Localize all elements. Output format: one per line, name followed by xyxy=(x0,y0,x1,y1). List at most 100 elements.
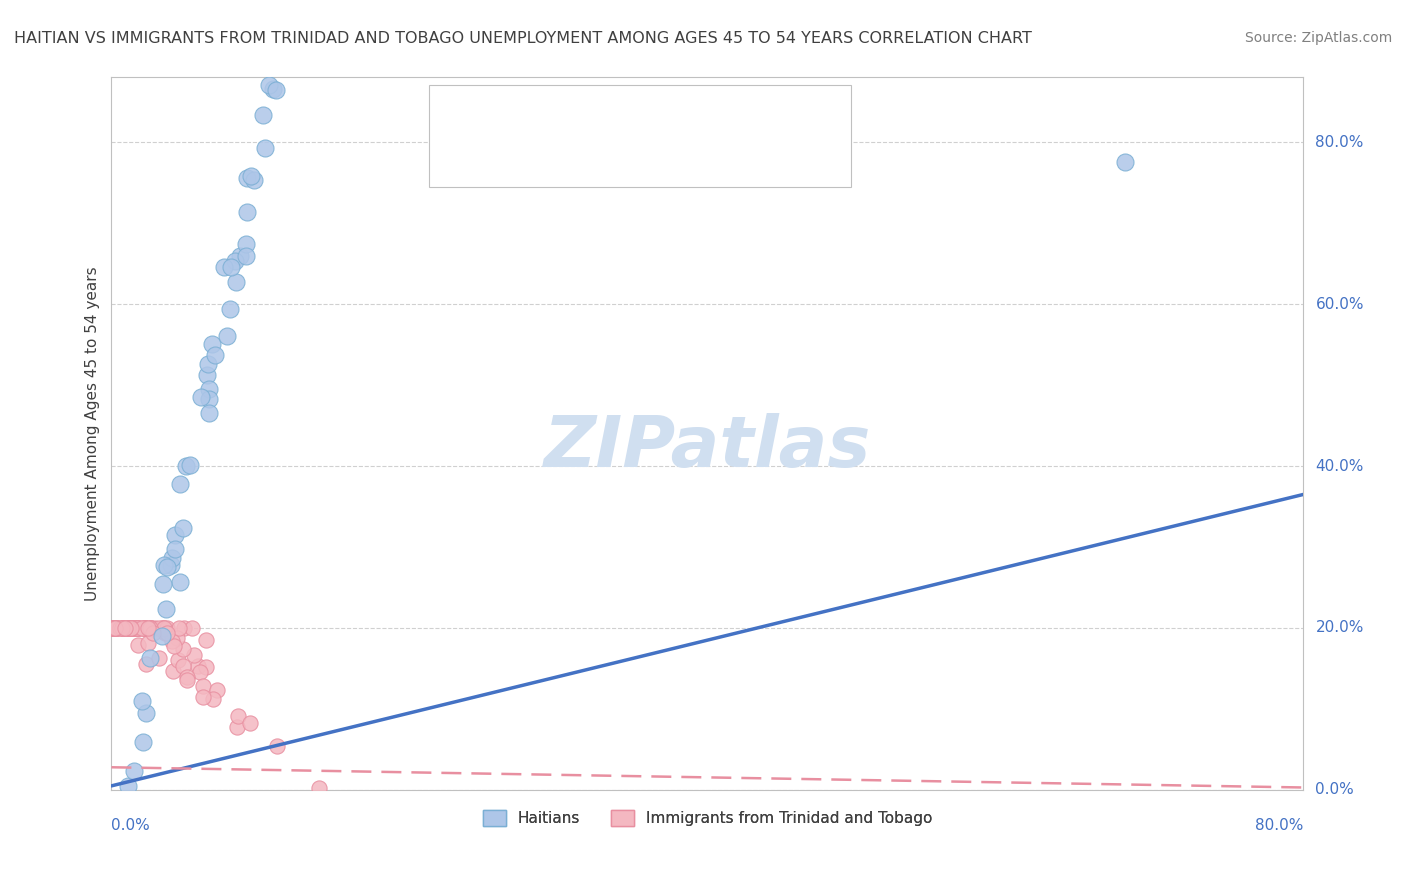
Point xyxy=(127,621,149,635)
Point xyxy=(101,621,124,635)
Point xyxy=(121,621,143,635)
Point xyxy=(152,621,174,635)
Point xyxy=(120,621,142,635)
Point xyxy=(134,621,156,635)
Point xyxy=(132,621,155,635)
Point xyxy=(225,275,247,289)
Point xyxy=(183,648,205,662)
Point xyxy=(111,621,134,635)
Point xyxy=(160,634,183,648)
Text: 40.0%: 40.0% xyxy=(1316,458,1364,474)
Point xyxy=(174,458,197,473)
Point xyxy=(132,735,155,749)
Point xyxy=(201,692,224,706)
Point xyxy=(173,621,195,635)
Point xyxy=(1114,155,1136,169)
Point xyxy=(197,357,219,371)
Point xyxy=(143,621,166,635)
Point xyxy=(122,621,145,635)
Point xyxy=(207,682,229,697)
Point xyxy=(235,249,257,263)
Point xyxy=(108,621,131,635)
Point xyxy=(129,621,152,635)
Point xyxy=(128,621,150,635)
Point xyxy=(235,236,257,251)
Point xyxy=(114,621,136,635)
Point xyxy=(262,81,284,95)
Point xyxy=(131,694,153,708)
Point xyxy=(135,706,157,720)
Point xyxy=(135,621,157,635)
Point xyxy=(122,621,145,635)
FancyBboxPatch shape xyxy=(460,136,495,154)
Point xyxy=(117,621,139,635)
Point xyxy=(172,521,194,535)
Point xyxy=(139,621,162,635)
Point xyxy=(228,249,250,263)
Point xyxy=(132,621,155,635)
Point xyxy=(101,621,124,635)
Point xyxy=(110,621,132,635)
Point xyxy=(197,382,219,396)
Legend: Haitians, Immigrants from Trinidad and Tobago: Haitians, Immigrants from Trinidad and T… xyxy=(477,804,938,832)
Point xyxy=(112,621,135,635)
Point xyxy=(120,621,142,635)
Point xyxy=(198,406,221,420)
Point xyxy=(111,621,134,635)
Point xyxy=(139,621,162,635)
Point xyxy=(204,348,226,362)
Point xyxy=(122,764,145,778)
Point xyxy=(235,205,257,219)
Point xyxy=(142,626,165,640)
Point xyxy=(191,679,214,693)
Point xyxy=(103,621,125,635)
Point xyxy=(138,621,160,635)
Point xyxy=(256,34,278,48)
Point xyxy=(156,626,179,640)
Point xyxy=(112,621,135,635)
Point xyxy=(103,621,125,635)
Point xyxy=(134,621,156,635)
Point xyxy=(176,673,198,687)
Point xyxy=(239,169,262,184)
Point xyxy=(153,558,176,573)
Point xyxy=(260,38,283,53)
Point xyxy=(153,621,176,635)
Point xyxy=(226,721,249,735)
Point xyxy=(156,623,179,637)
Point xyxy=(195,368,218,382)
Point xyxy=(107,621,129,635)
Point xyxy=(136,635,159,649)
Point xyxy=(226,709,249,723)
Point xyxy=(172,658,194,673)
Text: 80.0%: 80.0% xyxy=(1316,135,1364,150)
Point xyxy=(115,621,138,635)
Point xyxy=(172,641,194,656)
Point xyxy=(191,690,214,704)
Point xyxy=(153,621,176,635)
Point xyxy=(135,621,157,635)
Point xyxy=(101,621,124,635)
Point xyxy=(104,621,127,635)
Point xyxy=(166,632,188,646)
Point xyxy=(176,670,198,684)
Text: 0.0%: 0.0% xyxy=(1316,782,1354,797)
Point xyxy=(150,621,173,635)
Point xyxy=(135,657,157,671)
Text: Source: ZipAtlas.com: Source: ZipAtlas.com xyxy=(1244,31,1392,45)
Point xyxy=(264,83,287,97)
Point xyxy=(195,660,218,674)
Point xyxy=(127,638,149,652)
Point xyxy=(125,621,148,635)
Point xyxy=(155,626,177,640)
Point xyxy=(187,659,209,673)
Point xyxy=(103,621,125,635)
Point xyxy=(139,651,162,665)
Point xyxy=(155,602,177,616)
Point xyxy=(120,621,142,635)
Point xyxy=(117,621,139,635)
Point xyxy=(118,621,141,635)
Point xyxy=(266,739,288,753)
Point xyxy=(224,254,246,268)
Point xyxy=(124,621,146,635)
